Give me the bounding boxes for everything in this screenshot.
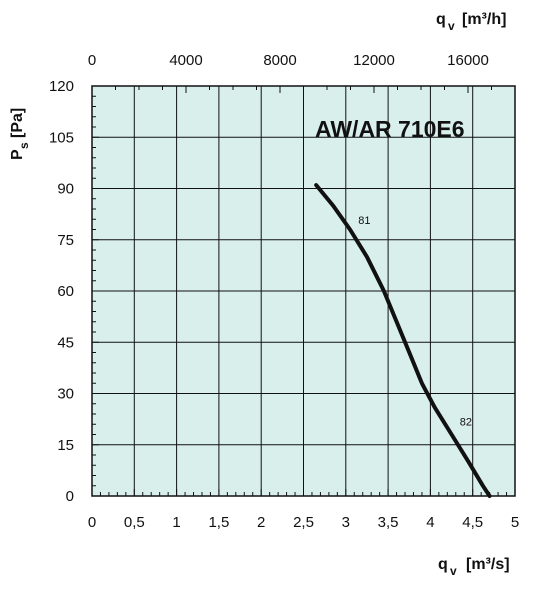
top-axis-title: q v [m³/h] [436,11,506,33]
y-tick-label: 45 [57,334,74,351]
x-tick-label: 1,5 [208,514,229,531]
x-tick-label: 4 [426,514,434,531]
curve-annotation-81: 81 [358,215,370,227]
y-tick-label: 90 [57,181,74,198]
bottom-axis-title-unit: [m³/s] [466,556,510,573]
top-axis-title-sub: v [448,19,455,33]
y-axis-title-p: P [9,149,26,160]
top-tick-label: 8000 [263,52,296,69]
series-layer [314,183,492,498]
bottom-axis-title-q: q [438,556,448,573]
tick-layer: 0 0,5 1 1,5 2 2,5 3 3,5 4 4,5 5 0 4000 8000 12000 16000… [49,52,519,531]
top-tick-label: 0 [88,52,96,69]
top-axis-title-unit: [m³/h] [462,11,506,28]
bottom-axis-title-sub: v [450,564,457,578]
x-tick-label: 2,5 [293,514,314,531]
x-tick-label: 1 [172,514,180,531]
x-tick-label: 0,5 [124,514,145,531]
y-tick-label: 0 [66,488,74,505]
curve-annotation-82: 82 [460,417,472,429]
chart-title: AW/AR 710E6 [315,116,465,142]
top-tick-label: 16000 [447,52,489,69]
y-tick-label: 30 [57,386,74,403]
x-tick-label: 3,5 [378,514,399,531]
x-tick-label: 3 [342,514,350,531]
y-tick-label: 105 [49,129,74,146]
x-tick-label: 4,5 [462,514,483,531]
series-line [314,183,492,498]
x-tick-label: 5 [511,514,519,531]
x-tick-label: 2 [257,514,265,531]
x-tick-label: 0 [88,514,96,531]
y-tick-label: 120 [49,78,74,95]
y-axis-title: P s [Pa] [9,108,31,160]
y-tick-label: 60 [57,283,74,300]
y-tick-label: 75 [57,232,74,249]
y-axis-title-unit: [Pa] [9,108,26,138]
y-axis-title-sub: s [17,142,31,149]
top-axis-title-q: q [436,11,446,28]
top-tick-label: 4000 [169,52,202,69]
top-tick-label: 12000 [353,52,395,69]
y-tick-label: 15 [57,437,74,454]
bottom-axis-title: q v [m³/s] [438,556,510,578]
